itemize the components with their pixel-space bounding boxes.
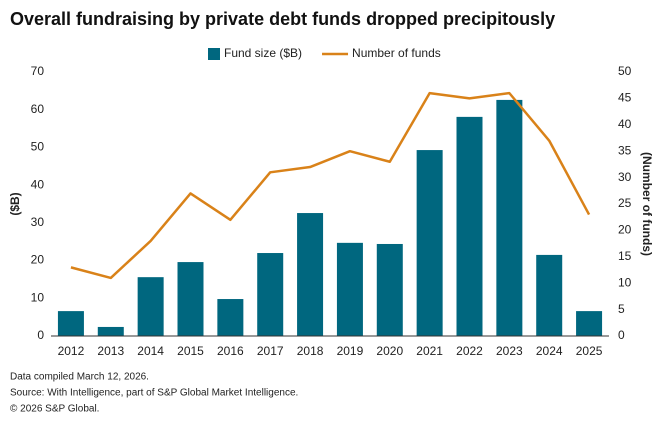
y-tick-label: 10 [31,290,45,304]
chart-title: Overall fundraising by private debt fund… [10,9,555,29]
x-tick-label: 2023 [496,344,523,358]
note: Source: With Intelligence, part of S&P G… [10,388,298,399]
bar [217,299,244,336]
y2-tick-label: 30 [618,170,632,184]
x-tick-label: 2012 [58,344,85,358]
y-tick-label: 50 [31,140,45,154]
y-axis-label: ($B) [8,192,22,215]
y2-tick-label: 10 [618,275,632,289]
x-tick-label: 2016 [217,344,244,358]
x-tick-label: 2024 [536,344,563,358]
y-tick-label: 40 [31,177,45,191]
bar [297,213,324,336]
y2-tick-label: 5 [618,302,625,316]
y2-tick-label: 50 [618,64,632,78]
bar [257,253,284,336]
y2-tick-label: 20 [618,223,632,237]
bar [456,116,483,336]
y2-tick-label: 15 [618,249,632,263]
note: Data compiled March 12, 2026. [10,372,149,383]
y2-axis-label: (Number of funds) [640,152,654,256]
note: © 2026 S&P Global. [10,404,99,415]
bar [97,326,124,336]
y-tick-label: 70 [31,64,45,78]
legend-label: Number of funds [352,46,441,60]
x-tick-label: 2021 [416,344,443,358]
bar [576,311,603,336]
x-tick-label: 2020 [376,344,403,358]
x-tick-label: 2015 [177,344,204,358]
y2-tick-label: 45 [618,91,632,105]
bar [57,311,84,336]
line [70,91,591,280]
x-tick-label: 2025 [576,344,603,358]
y2-tick-label: 35 [618,143,632,157]
x-tick-label: 2022 [456,344,483,358]
y-tick-label: 0 [37,328,44,342]
y2-tick-label: 25 [618,196,632,210]
bar [376,243,403,336]
y-tick-label: 60 [31,102,45,116]
x-tick-label: 2014 [137,344,164,358]
bar [137,277,164,336]
legend-swatch [208,48,220,60]
bar [536,254,563,336]
y2-tick-label: 0 [618,328,625,342]
y-tick-label: 20 [31,253,45,267]
bar [496,99,523,336]
bar [416,150,443,336]
y-tick-label: 30 [31,215,45,229]
x-tick-label: 2013 [97,344,124,358]
x-tick-label: 2019 [337,344,364,358]
x-tick-label: 2018 [297,344,324,358]
y2-tick-label: 40 [618,117,632,131]
bar [177,262,204,336]
legend-label: Fund size ($B) [224,46,302,60]
x-tick-label: 2017 [257,344,284,358]
bar [336,242,363,336]
